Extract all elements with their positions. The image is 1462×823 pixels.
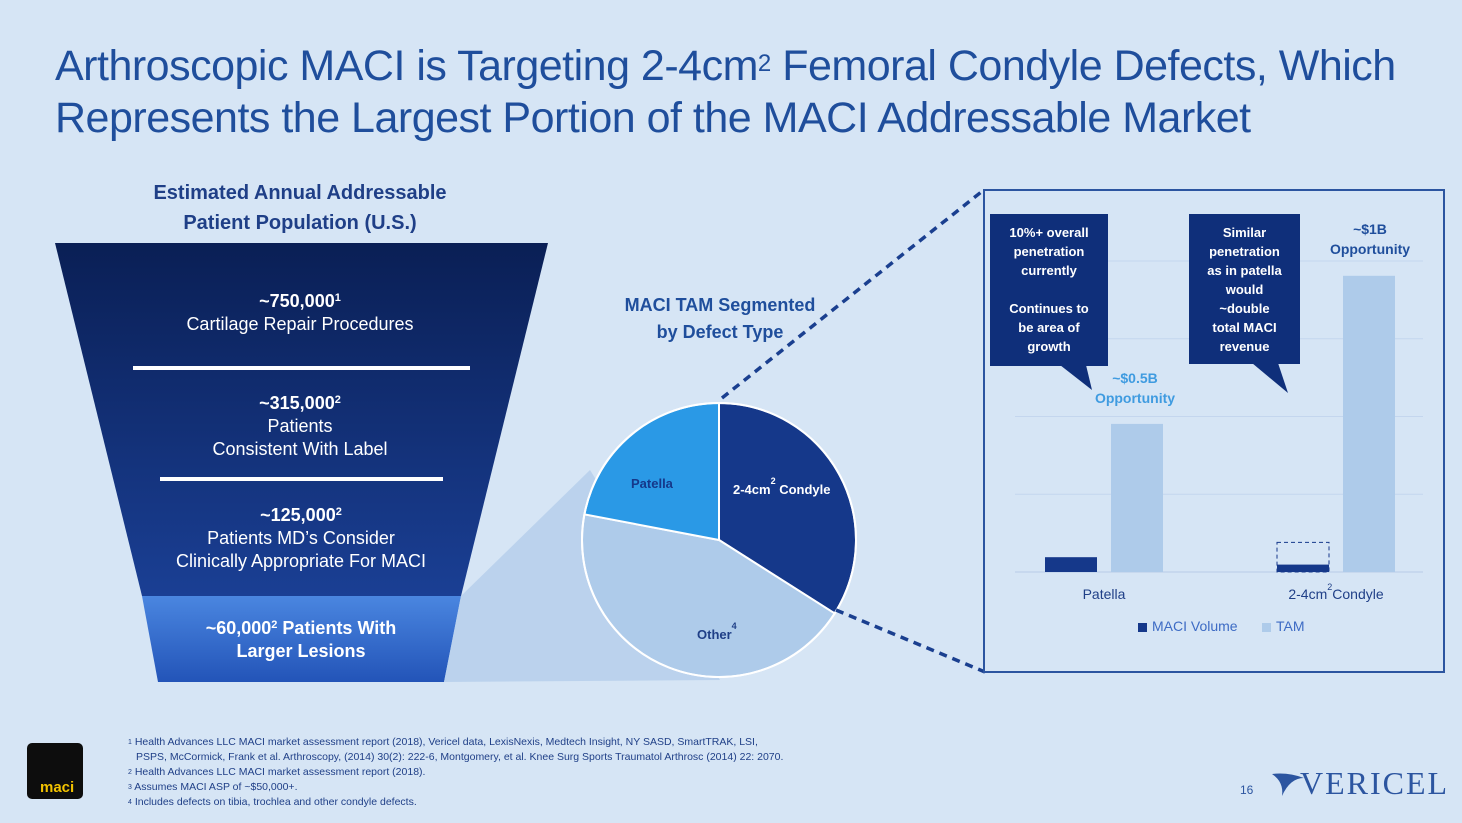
callout-patella: 10%+ overall penetration currently Conti… <box>990 214 1108 366</box>
pie-chart <box>581 401 857 678</box>
bar-label-patella: ~$0.5B Opportunity <box>1094 370 1176 406</box>
funnel-tier-2: ~315,0002 Patients Consistent With Label <box>212 393 388 459</box>
bar-maci-volume-0 <box>1045 557 1097 572</box>
maci-logo: maci <box>27 743 83 799</box>
page-number: 16 <box>1240 783 1254 797</box>
tam-heading: MACI TAM Segmented by Defect Type <box>624 295 816 342</box>
footnote-3: 3 Assumes MACI ASP of ~$50,000+. <box>128 781 298 793</box>
footnote-4: 4 Includes defects on tibia, trochlea an… <box>128 796 417 808</box>
slide-title: Arthroscopic MACI is Targeting 2-4cm2 Fe… <box>55 42 1396 142</box>
zoom-line-bottom <box>835 608 986 674</box>
funnel-heading: Estimated Annual Addressable Patient Pop… <box>153 182 447 234</box>
pie-label-other: Other4 <box>697 621 737 642</box>
legend-swatch-tam <box>1262 622 1271 632</box>
bar-maci-volume-1 <box>1277 564 1329 572</box>
footnote-2: 2 Health Advances LLC MACI market assess… <box>128 766 426 778</box>
legend-maci-volume: MACI Volume <box>1138 618 1238 634</box>
funnel-tier-3: ~125,0002 Patients MD’s Consider Clinica… <box>175 505 427 571</box>
bar-chart <box>1015 260 1423 573</box>
funnel-tier-1: ~750,0001 Cartilage Repair Procedures <box>186 291 414 334</box>
x-tick-patella: Patella <box>1082 586 1126 602</box>
funnel-upper-shape <box>55 243 548 596</box>
funnel-divider-1 <box>133 366 470 370</box>
vericel-swoosh-icon <box>1272 773 1304 796</box>
bar-tam-0 <box>1111 423 1163 572</box>
legend-tam: TAM <box>1262 618 1305 634</box>
legend-swatch-maci-volume <box>1138 622 1147 632</box>
vericel-logo: VERICEL <box>1300 765 1450 801</box>
callout-patella-pointer <box>1060 365 1092 390</box>
pie-label-patella: Patella <box>631 476 673 491</box>
footnote-1: 1 Health Advances LLC MACI market assess… <box>128 736 784 763</box>
footnotes: 1 Health Advances LLC MACI market assess… <box>128 735 788 810</box>
funnel-divider-2 <box>160 477 443 481</box>
funnel-tier-4: ~60,0002 Patients With Larger Lesions <box>205 618 397 661</box>
funnel-bottom-shape <box>142 596 461 682</box>
callout-condyle: Similar penetration as in patella would … <box>1189 214 1300 364</box>
pie-label-condyle: 2-4cm2 Condyle <box>733 476 831 497</box>
pie-outline <box>581 402 857 678</box>
bar-label-condyle: ~$1B Opportunity <box>1329 221 1411 257</box>
bar-tam-1 <box>1343 275 1395 572</box>
x-tick-condyle: 2-4cm2Condyle <box>1288 582 1384 602</box>
callout-condyle-pointer <box>1252 363 1288 393</box>
